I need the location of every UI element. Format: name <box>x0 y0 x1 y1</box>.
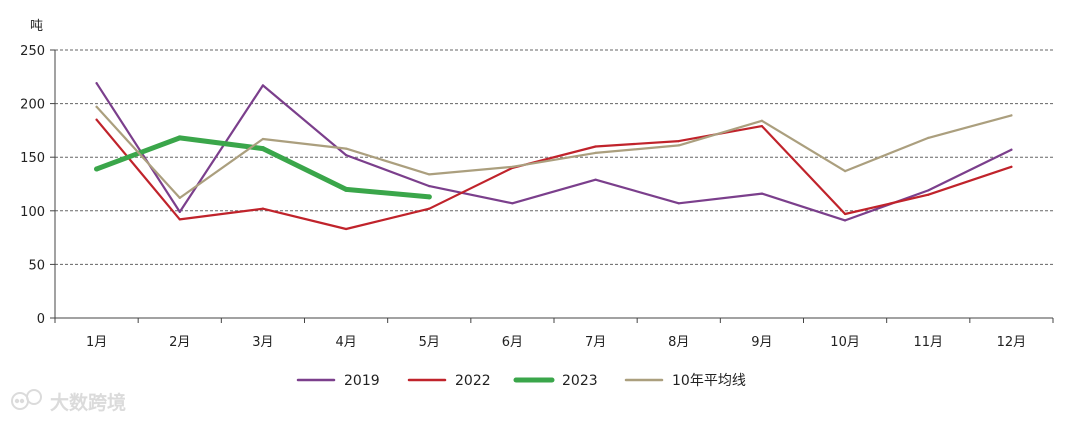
data-point-2022-8月 <box>677 140 680 143</box>
watermark-text: 大数跨境 <box>50 391 126 414</box>
data-point-2023-3月 <box>260 146 266 152</box>
x-tick-label: 5月 <box>419 335 440 350</box>
y-tick-label: 100 <box>20 205 45 220</box>
y-tick-label: 250 <box>20 44 45 59</box>
data-point-2019-1月 <box>95 82 98 85</box>
data-point-2022-1月 <box>95 118 98 121</box>
data-point-2019-7月 <box>594 178 597 181</box>
data-point-2023-4月 <box>343 186 349 192</box>
data-point-2019-5月 <box>428 185 431 188</box>
data-point-2023-2月 <box>177 135 183 141</box>
x-tick-label: 3月 <box>252 335 273 350</box>
data-point-2019-8月 <box>677 202 680 205</box>
chat-bubbles-icon <box>11 389 42 410</box>
x-tick-labels: 1月 2月 3月 4月 5月 6月 7月 8月 9月 10月 11月 12月 <box>86 335 1026 350</box>
data-point-2019-11月 <box>927 189 930 192</box>
data-point-10年平均线-12月 <box>1010 114 1013 117</box>
data-point-10年平均线-1月 <box>95 105 98 108</box>
x-tick-label: 2月 <box>169 335 190 350</box>
data-point-10年平均线-6月 <box>511 165 514 168</box>
x-tick-label: 9月 <box>751 335 772 350</box>
y-tick-label: 150 <box>20 151 45 166</box>
data-point-2022-7月 <box>594 145 597 148</box>
data-point-2022-2月 <box>178 218 181 221</box>
data-point-10年平均线-7月 <box>594 151 597 155</box>
data-point-2022-5月 <box>428 207 431 210</box>
data-point-10年平均线-9月 <box>760 119 764 122</box>
data-point-2019-4月 <box>344 153 348 157</box>
data-point-10年平均线-4月 <box>344 147 348 150</box>
data-point-2023-1月 <box>94 166 100 172</box>
y-tick-label: 50 <box>28 258 45 273</box>
data-point-10年平均线-8月 <box>677 144 680 147</box>
data-point-2022-3月 <box>261 207 265 210</box>
data-point-2019-9月 <box>760 192 764 195</box>
x-tick-label: 6月 <box>502 335 523 350</box>
watermark: 大数跨境 <box>11 389 126 414</box>
data-point-10年平均线-2月 <box>178 196 181 200</box>
axes <box>50 49 1054 323</box>
data-point-2019-10月 <box>843 219 847 222</box>
x-tick-label: 10月 <box>830 335 860 350</box>
legend-label: 2022 <box>455 373 491 389</box>
x-tick-label: 12月 <box>997 335 1027 350</box>
data-point-2019-2月 <box>178 210 181 213</box>
series-line-2019 <box>95 82 1013 222</box>
data-point-2019-3月 <box>261 84 265 87</box>
y-tick-label: 0 <box>37 312 45 327</box>
y-tick-label: 200 <box>20 98 45 113</box>
data-point-10年平均线-11月 <box>927 136 930 140</box>
data-point-2022-12月 <box>1010 165 1013 168</box>
y-tick-labels: 0 50 100 150 200 250 <box>20 44 45 327</box>
data-point-2022-9月 <box>760 125 764 128</box>
data-point-2022-11月 <box>927 193 930 196</box>
series-lines <box>94 82 1013 231</box>
x-tick-label: 8月 <box>668 335 689 350</box>
data-point-2022-4月 <box>344 227 348 231</box>
data-point-10年平均线-3月 <box>261 137 265 141</box>
legend-label: 2023 <box>562 373 598 389</box>
data-point-2019-12月 <box>1010 148 1013 151</box>
legend-label: 10年平均线 <box>672 373 746 389</box>
series-line-10年平均线 <box>95 105 1013 199</box>
data-point-10年平均线-10月 <box>843 170 847 173</box>
legend-label: 2019 <box>344 373 380 389</box>
x-tick-label: 11月 <box>913 335 943 350</box>
data-point-2023-5月 <box>426 194 432 200</box>
y-unit-label: 吨 <box>30 19 43 34</box>
data-point-2019-6月 <box>511 202 514 205</box>
gridlines <box>55 49 1053 265</box>
data-point-2022-10月 <box>843 212 847 216</box>
data-point-10年平均线-5月 <box>428 173 431 176</box>
x-tick-label: 7月 <box>585 335 606 350</box>
x-tick-label: 4月 <box>335 335 356 350</box>
legend: 2019 2022 2023 10年平均线 <box>296 373 746 389</box>
x-tick-label: 1月 <box>86 335 107 350</box>
series-line-2022 <box>95 118 1013 231</box>
